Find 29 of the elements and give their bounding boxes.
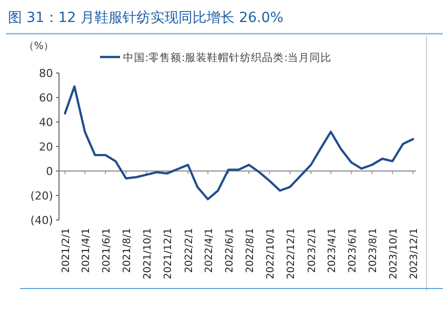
x-tick-label: 2021/6/1: [101, 228, 112, 273]
line-series: [64, 85, 414, 200]
y-tick-label: (20): [30, 190, 53, 202]
x-tick-label: 2022/10/1: [265, 228, 276, 280]
y-tick-label: 40: [39, 116, 53, 129]
x-tick-label: 2021/4/1: [80, 228, 92, 273]
x-tick-label: 2021/2/1: [61, 228, 72, 273]
x-tick-label: 2023/6/1: [347, 228, 358, 273]
x-tick-label: 2022/2/1: [184, 228, 195, 273]
chart-title: 图 31：12 月鞋服针纺实现同比增长 26.0%: [8, 10, 284, 26]
x-tick-label: 2022/4/1: [204, 228, 215, 273]
y-tick-label: 80: [39, 67, 53, 80]
x-tick-label: 2023/8/1: [368, 228, 379, 273]
x-tick-label: 2023/10/1: [388, 228, 400, 280]
x-tick-label: 2022/12/1: [286, 228, 298, 280]
y-tick-label: 20: [39, 140, 53, 154]
x-tick-label: 2023/2/1: [306, 228, 318, 273]
y-tick-label: (40): [30, 214, 53, 227]
x-tick-label: 2023/12/1: [409, 228, 420, 280]
y-tick-label: 0: [46, 165, 53, 178]
x-tick-label: 2022/6/1: [224, 228, 236, 273]
x-tick-label: 2021/8/1: [122, 228, 133, 273]
x-tick-label: 2021/12/1: [163, 228, 174, 280]
y-tick-label: 60: [39, 92, 53, 104]
x-tick-label: 2021/10/1: [142, 228, 154, 280]
y-axis-title: （%）: [24, 41, 54, 52]
x-tick-label: 2023/4/1: [326, 228, 338, 273]
legend-label: 中国:零售额:服装鞋帽针纺织品类:当月同比: [123, 51, 332, 64]
x-tick-label: 2022/8/1: [244, 228, 256, 273]
